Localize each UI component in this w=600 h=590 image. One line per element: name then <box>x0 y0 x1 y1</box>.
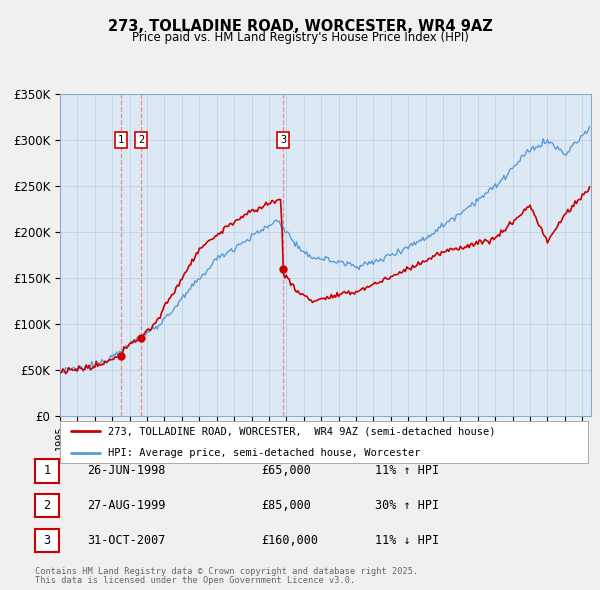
Text: HPI: Average price, semi-detached house, Worcester: HPI: Average price, semi-detached house,… <box>107 448 420 457</box>
Text: 27-AUG-1999: 27-AUG-1999 <box>87 499 166 512</box>
Text: 1: 1 <box>118 135 124 145</box>
Text: 273, TOLLADINE ROAD, WORCESTER,  WR4 9AZ (semi-detached house): 273, TOLLADINE ROAD, WORCESTER, WR4 9AZ … <box>107 427 495 436</box>
Text: Price paid vs. HM Land Registry's House Price Index (HPI): Price paid vs. HM Land Registry's House … <box>131 31 469 44</box>
Text: 273, TOLLADINE ROAD, WORCESTER, WR4 9AZ: 273, TOLLADINE ROAD, WORCESTER, WR4 9AZ <box>107 19 493 34</box>
Text: £65,000: £65,000 <box>261 464 311 477</box>
Text: 1: 1 <box>43 464 50 477</box>
Text: 26-JUN-1998: 26-JUN-1998 <box>87 464 166 477</box>
Text: 2: 2 <box>138 135 144 145</box>
Text: 31-OCT-2007: 31-OCT-2007 <box>87 534 166 547</box>
Text: 3: 3 <box>43 534 50 547</box>
Text: 3: 3 <box>280 135 286 145</box>
Text: 30% ↑ HPI: 30% ↑ HPI <box>375 499 439 512</box>
Text: Contains HM Land Registry data © Crown copyright and database right 2025.: Contains HM Land Registry data © Crown c… <box>35 567 418 576</box>
Text: 2: 2 <box>43 499 50 512</box>
Text: £85,000: £85,000 <box>261 499 311 512</box>
Text: £160,000: £160,000 <box>261 534 318 547</box>
Text: 11% ↑ HPI: 11% ↑ HPI <box>375 464 439 477</box>
Text: This data is licensed under the Open Government Licence v3.0.: This data is licensed under the Open Gov… <box>35 576 355 585</box>
Text: 11% ↓ HPI: 11% ↓ HPI <box>375 534 439 547</box>
